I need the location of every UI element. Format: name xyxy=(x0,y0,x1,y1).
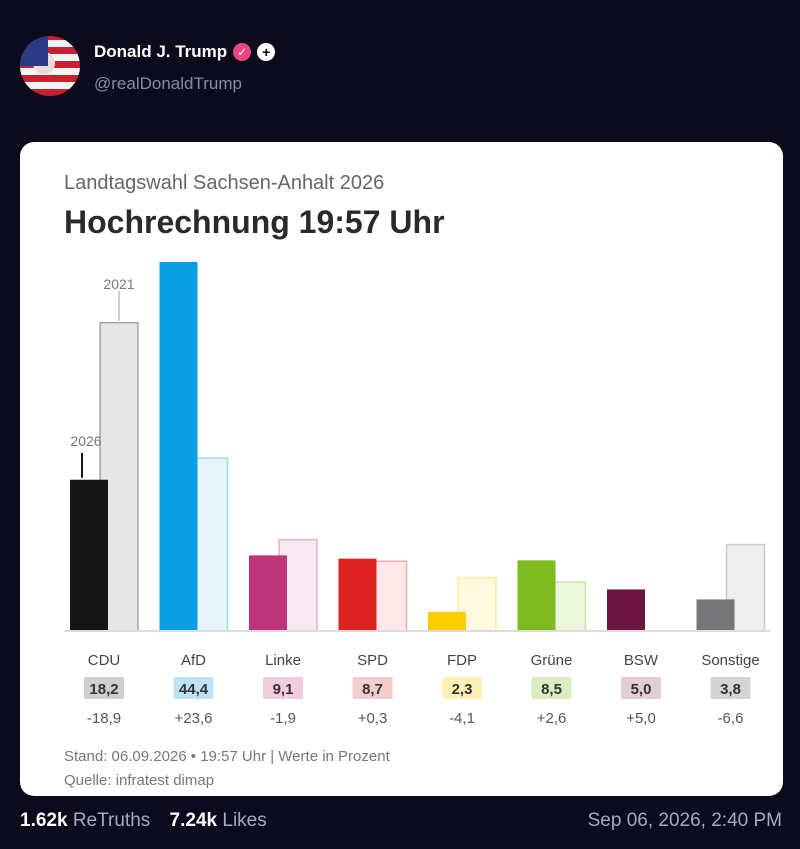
category-label-afd: AfD xyxy=(181,652,206,669)
value-label-cdu: 18,2 xyxy=(89,681,118,698)
category-label-cdu: CDU xyxy=(88,652,121,669)
bar-2026-fdp xyxy=(428,611,466,631)
category-label-linke: Linke xyxy=(265,652,301,669)
diff-label-afd: +23,6 xyxy=(175,710,213,727)
author-name[interactable]: Donald J. Trump xyxy=(94,42,228,61)
value-label-bg-bsw xyxy=(621,677,661,699)
bar-2026-sonstige xyxy=(696,599,735,631)
plus-icon: + xyxy=(257,43,276,61)
chart-footer-source: Quelle: infratest dimap xyxy=(64,772,215,789)
retruths-label[interactable]: ReTruths xyxy=(72,810,151,831)
bar-2026-spd xyxy=(338,558,377,631)
value-label-fdp: 2,3 xyxy=(452,681,473,698)
author-handle[interactable]: @realDonaldTrump xyxy=(94,74,242,93)
author-name-row[interactable]: Donald J. Trump ✓ + xyxy=(94,42,276,62)
chart-card[interactable]: Landtagswahl Sachsen-Anhalt 2026 Hochrec… xyxy=(20,142,783,796)
annotation-2021: 2021 xyxy=(103,276,134,292)
diff-label-linke: -1,9 xyxy=(270,710,296,727)
diff-label-grüne: +2,6 xyxy=(537,710,567,727)
category-label-fdp: FDP xyxy=(447,652,477,669)
value-label-spd: 8,7 xyxy=(362,681,383,698)
verified-badge-icon: ✓ xyxy=(233,43,252,61)
diff-label-spd: +0,3 xyxy=(358,710,388,727)
value-label-sonstige: 3,8 xyxy=(720,681,741,698)
value-label-bg-linke xyxy=(263,677,303,699)
bar-2026-afd xyxy=(159,261,198,631)
chart-footer-stand: Stand: 06.09.2026 • 19:57 Uhr | Werte in… xyxy=(64,748,390,765)
chart-title: Hochrechnung 19:57 Uhr xyxy=(64,204,445,240)
category-label-spd: SPD xyxy=(357,652,388,669)
retruths-count[interactable]: 1.62k xyxy=(20,810,68,831)
value-label-linke: 9,1 xyxy=(273,681,294,698)
chart-subtitle: Landtagswahl Sachsen-Anhalt 2026 xyxy=(64,172,385,194)
post-stats: 1.62k ReTruths 7.24k Likes xyxy=(20,810,281,832)
annotation-2026: 2026 xyxy=(70,433,101,449)
diff-label-fdp: -4,1 xyxy=(449,710,475,727)
value-label-grüne: 8,5 xyxy=(541,681,562,698)
diff-label-sonstige: -6,6 xyxy=(718,710,744,727)
value-label-bg-cdu xyxy=(84,677,124,699)
bar-2026-grüne xyxy=(517,560,556,631)
likes-label[interactable]: Likes xyxy=(222,810,267,831)
bar-2026-cdu xyxy=(70,479,108,631)
likes-count[interactable]: 7.24k xyxy=(169,810,218,831)
value-label-bg-sonstige xyxy=(710,677,751,699)
avatar[interactable] xyxy=(20,36,80,96)
value-label-bg-spd xyxy=(352,677,393,699)
value-label-afd: 44,4 xyxy=(179,681,209,698)
post-timestamp[interactable]: Sep 06, 2026, 2:40 PM xyxy=(587,810,782,831)
bar-2026-linke xyxy=(249,555,287,631)
election-bar-chart: CDU 18,2 -18,9 AfD 44,4 +23,6 Linke 9,1 -1,9 SPD 8… xyxy=(64,261,770,727)
value-label-bg-grüne xyxy=(531,677,572,699)
diff-label-bsw: +5,0 xyxy=(626,710,656,727)
category-label-bsw: BSW xyxy=(624,652,659,669)
bar-2026-bsw xyxy=(607,589,645,631)
value-label-bg-fdp xyxy=(442,677,482,699)
category-label-sonstige: Sonstige xyxy=(701,652,759,669)
diff-label-cdu: -18,9 xyxy=(87,710,121,727)
value-label-bsw: 5,0 xyxy=(631,681,652,698)
category-label-grüne: Grüne xyxy=(531,652,573,669)
value-label-bg-afd xyxy=(173,677,214,699)
